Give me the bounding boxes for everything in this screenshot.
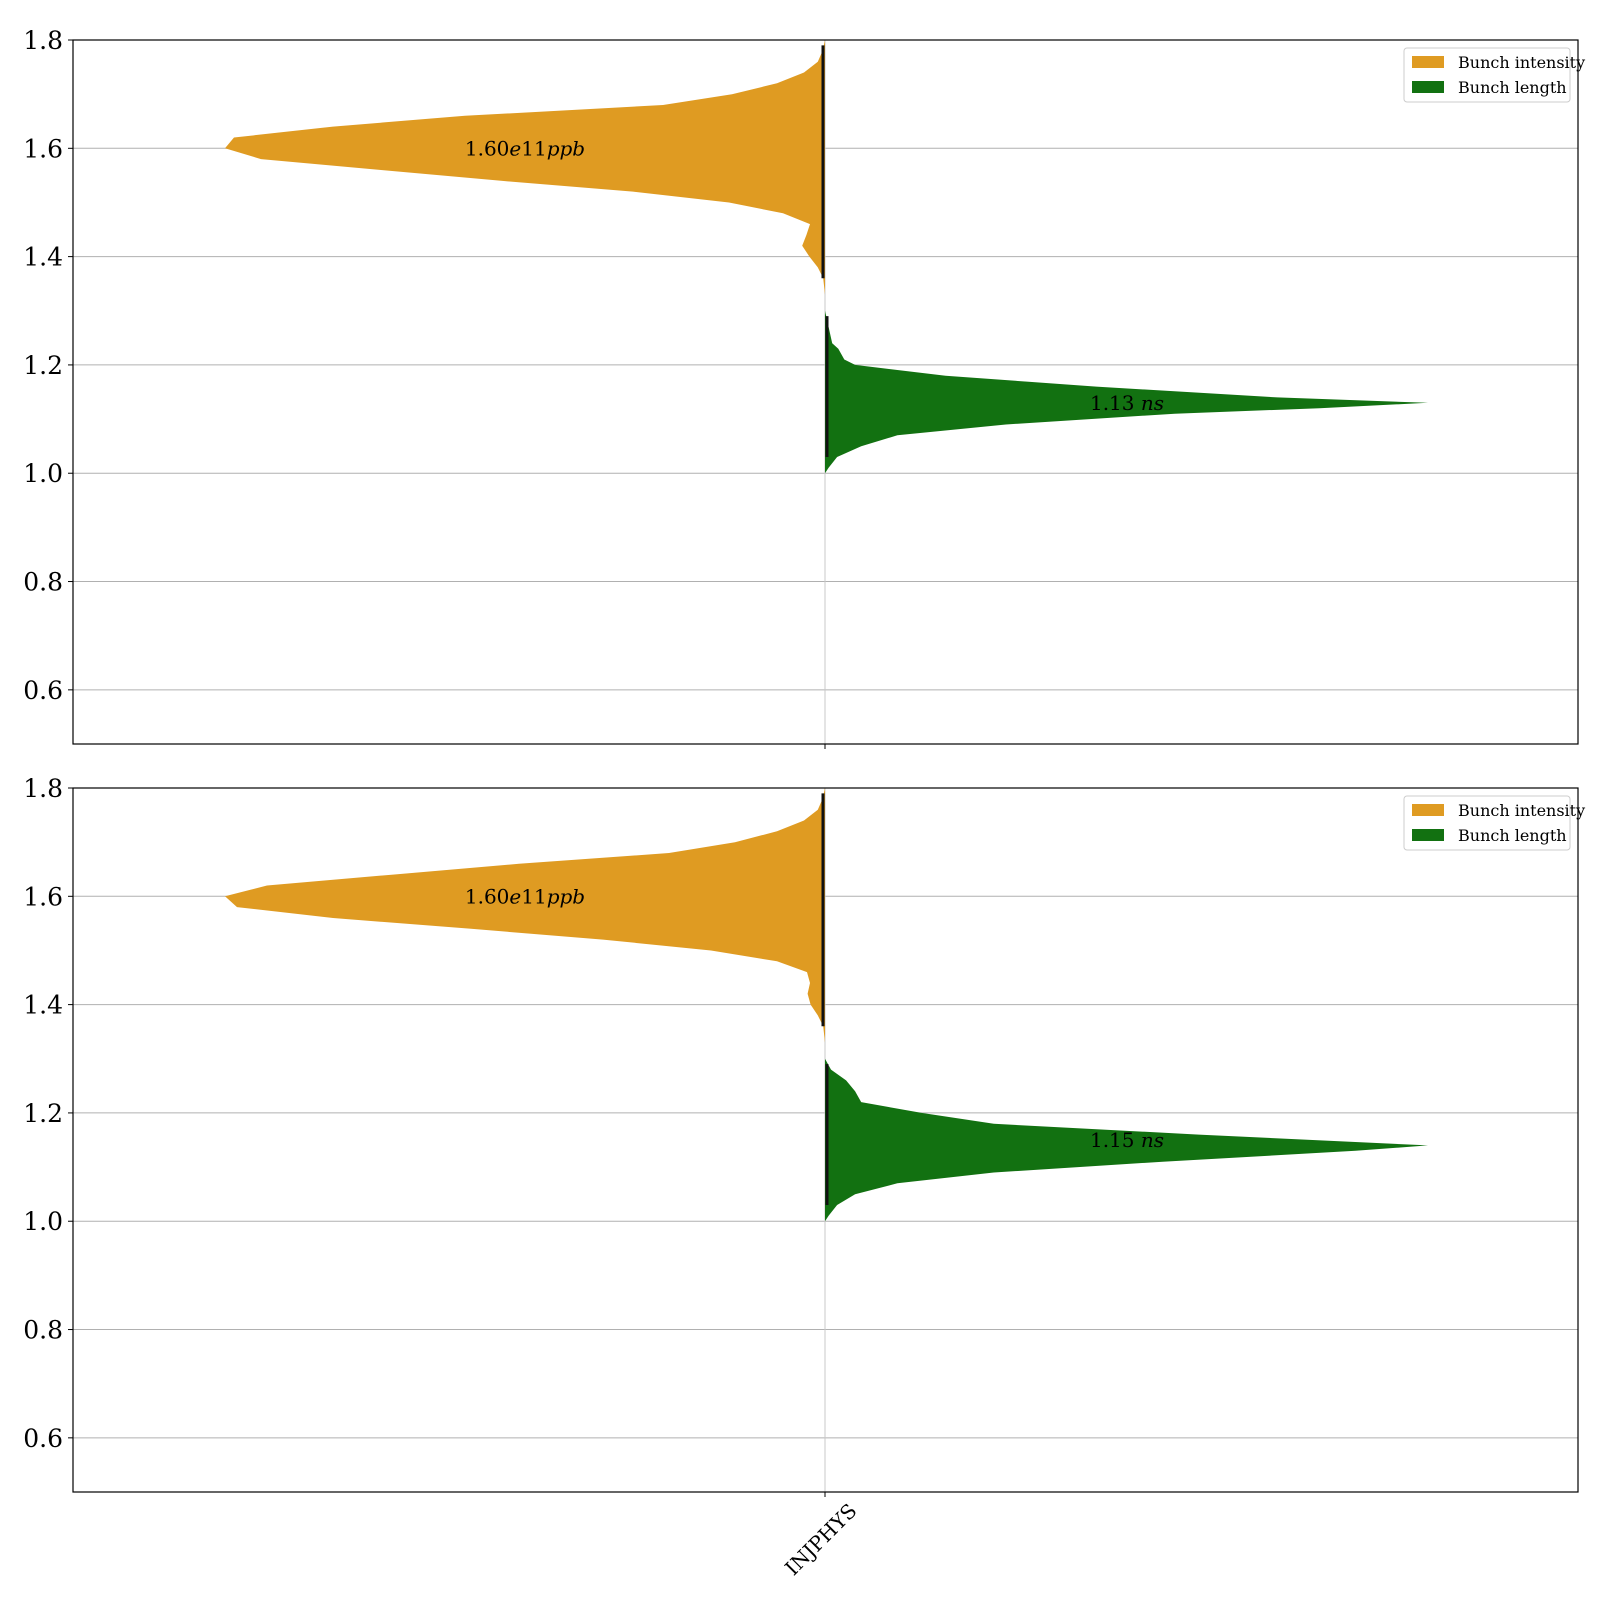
y-tick-label: 0.8 <box>23 1316 63 1345</box>
y-tick-label: 0.6 <box>23 1424 63 1453</box>
plot-frame <box>72 39 1579 745</box>
legend-swatch <box>1412 81 1444 93</box>
legend-swatch <box>1412 829 1444 841</box>
annotation-part: 11 <box>521 884 546 908</box>
violin-bunch-intensity <box>225 40 825 295</box>
violin-bunch-length <box>825 1058 1428 1222</box>
y-tick-label: 1.0 <box>23 1207 63 1236</box>
x-tick-label-injphys: INJPHYS <box>780 1499 861 1580</box>
plot-frame <box>72 787 1579 1493</box>
y-tick-label: 1.4 <box>23 991 63 1020</box>
y-tick-label: 1.6 <box>23 134 63 163</box>
y-tick-label: 0.8 <box>23 568 63 597</box>
violin-bunch-length <box>825 310 1428 474</box>
legend-label: Bunch length <box>1458 78 1567 97</box>
annotation-part: 1.60 <box>465 884 510 908</box>
annotation-part: e <box>509 136 521 160</box>
legend-box <box>1403 47 1571 103</box>
annotation-part: e <box>509 884 521 908</box>
violin-panel-bottom: 0.6 0.8 1.0 1.2 1.4 1.6 1.8 1.60e11ppb 1.15 ns Bu… <box>23 774 1585 1497</box>
violin-bunch-intensity <box>225 788 825 1043</box>
annotation-intensity-median: 1.60e11ppb <box>465 136 585 160</box>
y-tick-label: 1.8 <box>23 26 63 55</box>
y-tick-label: 1.4 <box>23 243 63 272</box>
annotation-part: ppb <box>547 136 585 160</box>
annotation-length-median: 1.13 ns <box>1090 391 1164 415</box>
y-tick-label: 1.2 <box>23 1099 63 1128</box>
annotation-part: ns <box>1141 391 1164 415</box>
annotation-part: 11 <box>521 136 546 160</box>
legend-box <box>1403 795 1571 851</box>
y-tick-label: 1.0 <box>23 459 63 488</box>
violin-panel-top: 0.6 0.8 1.0 1.2 1.4 1.6 1.8 1.60e11ppb 1.13 ns Bu… <box>23 26 1585 749</box>
annotation-part: ppb <box>547 884 585 908</box>
legend-swatch <box>1412 804 1444 816</box>
legend-label: Bunch intensity <box>1458 801 1585 820</box>
y-tick-label: 1.2 <box>23 351 63 380</box>
annotation-length-median: 1.15 ns <box>1090 1128 1164 1152</box>
annotation-part: 1.13 <box>1090 391 1141 415</box>
legend-swatch <box>1412 56 1444 68</box>
annotation-part: 1.60 <box>465 136 510 160</box>
annotation-part: 1.15 <box>1090 1128 1141 1152</box>
legend-label: Bunch length <box>1458 826 1567 845</box>
legend-label: Bunch intensity <box>1458 53 1585 72</box>
annotation-part: ns <box>1141 1128 1164 1152</box>
y-tick-label: 1.6 <box>23 882 63 911</box>
annotation-intensity-median: 1.60e11ppb <box>465 884 585 908</box>
y-tick-label: 0.6 <box>23 676 63 705</box>
y-tick-label: 1.8 <box>23 774 63 803</box>
